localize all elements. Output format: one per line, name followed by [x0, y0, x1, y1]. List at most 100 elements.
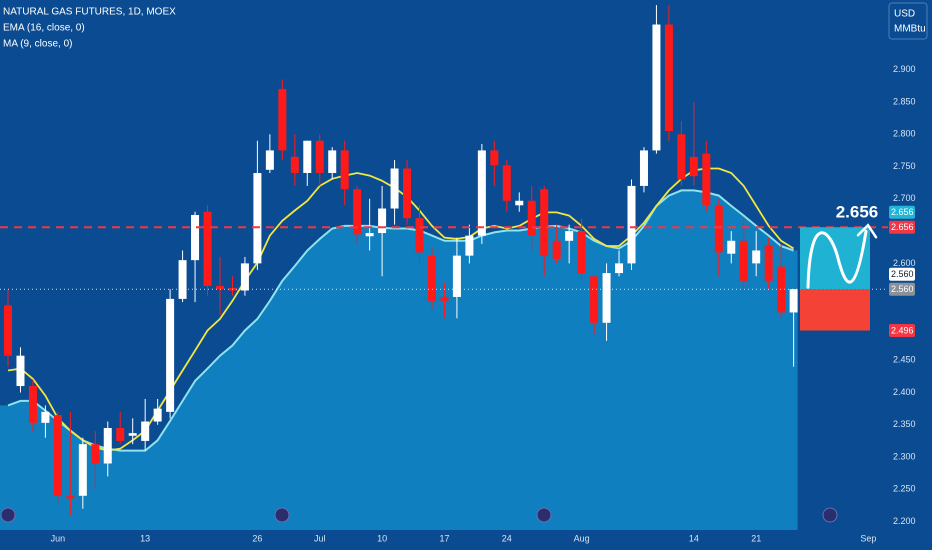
candle-body — [752, 250, 761, 264]
candle-body — [16, 355, 25, 387]
candle-body — [440, 296, 449, 301]
indicator-area — [0, 190, 798, 530]
y-tick-label: 2.350 — [893, 419, 916, 429]
candle-body — [53, 415, 62, 496]
event-icon[interactable] — [274, 507, 290, 523]
candle-body — [477, 150, 486, 236]
price-tag-label: 2.656 — [891, 222, 914, 232]
event-icon[interactable] — [536, 507, 552, 523]
candle-body — [265, 150, 274, 170]
candle-body — [490, 150, 499, 166]
candle-body — [515, 200, 524, 206]
candle-body — [103, 428, 112, 464]
candle-body — [777, 266, 786, 313]
candle-body — [615, 263, 624, 274]
candle-body — [215, 285, 224, 290]
unit-box[interactable]: USD MMBtu — [888, 2, 928, 40]
target-label: 2.656 — [836, 203, 879, 222]
x-tick-label: 10 — [377, 533, 387, 543]
price-tag-label: 2.496 — [891, 325, 914, 335]
price-tag-label: 2.560 — [891, 284, 914, 294]
event-icons[interactable] — [0, 507, 838, 523]
candle-body — [602, 273, 611, 323]
candle-body — [153, 408, 162, 422]
candle-body — [78, 444, 87, 496]
candle-body — [41, 411, 50, 423]
candle-body — [278, 89, 287, 151]
price-tag-label: 2.656 — [891, 207, 914, 217]
y-tick-label: 2.600 — [893, 258, 916, 268]
event-icon[interactable] — [822, 507, 838, 523]
candle-body — [328, 150, 337, 174]
candle-body — [652, 24, 661, 151]
candle-body — [677, 134, 686, 180]
x-tick-label: Aug — [574, 533, 590, 543]
candle-body — [714, 205, 723, 253]
plot-area — [0, 5, 798, 530]
candle-body — [739, 240, 748, 281]
y-tick-label: 2.450 — [893, 355, 916, 365]
y-tick-label: 2.750 — [893, 161, 916, 171]
unit-box-frame[interactable] — [888, 2, 928, 40]
candle-body — [378, 208, 387, 234]
candle-body — [290, 156, 299, 174]
chart-title: NATURAL GAS FUTURES, 1D, MOEX — [3, 7, 176, 18]
y-tick-label: 2.400 — [893, 387, 916, 397]
candle-body — [116, 428, 125, 441]
candle-body — [689, 156, 698, 177]
legend: NATURAL GAS FUTURES, 1D, MOEX EMA (16, c… — [3, 7, 176, 50]
forecast-arrow — [856, 223, 878, 239]
price-tag — [889, 282, 915, 296]
x-tick-label: 13 — [140, 533, 150, 543]
candle-body — [340, 150, 349, 190]
candle-body — [415, 218, 424, 253]
candle-body — [565, 231, 574, 241]
candle-body — [203, 211, 212, 286]
indicator-name: EMA (16, close, 0) — [3, 23, 85, 34]
candle-body — [427, 255, 436, 301]
indicator-line — [7, 189, 794, 452]
y-tick-label: 2.300 — [893, 451, 916, 461]
x-tick-label: 17 — [439, 533, 449, 543]
candle-body — [91, 444, 100, 464]
x-tick-label: 26 — [252, 533, 262, 543]
candle-body — [540, 189, 549, 256]
candle-body — [128, 433, 137, 436]
price-tag — [889, 220, 915, 234]
currency[interactable]: USD — [894, 9, 915, 20]
candle-body — [365, 233, 374, 237]
forecast-curve — [806, 229, 868, 289]
candle-body — [178, 260, 187, 299]
candle-body — [764, 245, 773, 281]
candle-body — [141, 421, 150, 441]
candle-body — [527, 200, 536, 236]
candle-body — [303, 140, 312, 174]
y-tick-label: 2.700 — [893, 193, 916, 203]
x-tick-label: Jul — [314, 533, 326, 543]
event-icon[interactable] — [0, 507, 16, 523]
overlay: 2.656 — [0, 203, 888, 331]
y-tick-label: 2.850 — [893, 96, 916, 106]
price-tag — [889, 267, 915, 281]
y-tick-label: 2.900 — [893, 64, 916, 74]
candle-body — [315, 140, 324, 174]
candle-body — [590, 276, 599, 323]
candle-body — [4, 305, 12, 356]
candle-body — [166, 298, 175, 412]
candle-body — [727, 240, 736, 254]
candle-body — [403, 168, 412, 219]
x-tick-label: 24 — [502, 533, 512, 543]
price-tag — [889, 205, 915, 219]
candle-body — [639, 150, 648, 186]
candle-body — [452, 255, 461, 297]
candle-body — [353, 189, 362, 235]
y-tick-label: 2.800 — [893, 129, 916, 139]
unit[interactable]: MMBtu — [894, 24, 926, 35]
candle-body — [28, 386, 37, 423]
candle-body — [390, 168, 399, 209]
indicator-name: MA (9, close, 0) — [3, 39, 72, 50]
candle-body — [627, 185, 636, 264]
indicator-line — [7, 167, 795, 452]
